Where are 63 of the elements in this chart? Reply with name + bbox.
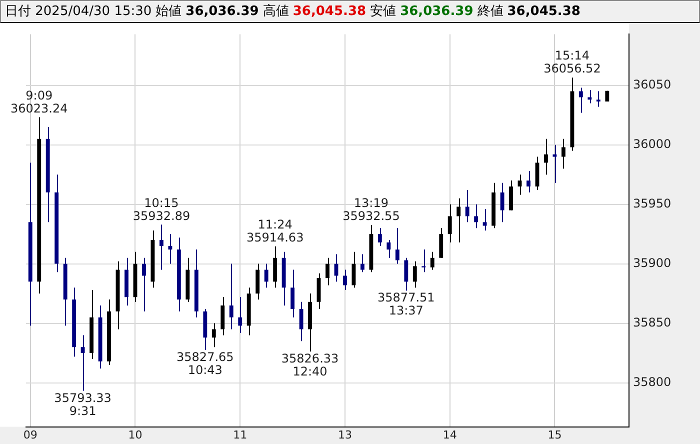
candlestick [561, 138, 566, 170]
candlestick [500, 182, 504, 223]
candlestick [526, 170, 530, 193]
candlestick [509, 180, 513, 211]
candlestick [290, 269, 295, 318]
candlestick [326, 257, 330, 286]
y-tick-label: 36050 [633, 77, 672, 92]
annotation: 35827.65 10:43 [176, 350, 234, 378]
candlestick [465, 190, 470, 223]
candlestick [229, 263, 234, 330]
candlestick [430, 251, 434, 270]
text: 安値 36,036.39 [370, 4, 474, 19]
candlestick [412, 260, 417, 288]
annotation: 9:09 36023.24 [10, 88, 68, 116]
candlestick [456, 198, 461, 243]
candlestick [378, 228, 382, 246]
text: 始値 36,036.39 [156, 4, 259, 19]
x-tick-label: 09 [23, 428, 38, 442]
candlestick [422, 249, 426, 273]
candlestick [273, 246, 278, 288]
candlestick [395, 228, 400, 264]
candlestick [439, 228, 444, 258]
annotation: 13:19 35932.55 [342, 196, 400, 224]
candlestick [535, 156, 540, 191]
text: 終値 36,045.38 [477, 4, 580, 19]
text: 高値 36,045.38 [262, 4, 366, 19]
annotation: 35826.33 12:40 [281, 352, 339, 379]
y-tick-label: 35800 [633, 374, 672, 389]
y-tick-label: 35950 [633, 196, 672, 210]
x-tick-label: 10 [128, 428, 142, 442]
candlestick [343, 269, 347, 290]
x-tick-label: 15 [548, 428, 562, 442]
y-tick-label: 35850 [633, 315, 672, 330]
candlestick [596, 90, 600, 108]
candlestick [360, 254, 364, 273]
candlestick [159, 224, 164, 270]
annotation: 35877.51 13:37 [378, 290, 435, 318]
candlestick [448, 204, 452, 243]
annotation: 15:14 36056.52 [544, 48, 601, 76]
candlestick [316, 272, 321, 310]
candlestick [404, 257, 408, 292]
candlestick [482, 208, 487, 231]
candlestick [212, 322, 216, 348]
x-tick-label: 14 [442, 428, 457, 442]
annotation: 11:24 35914.63 [246, 218, 304, 245]
annotation: 35793.33 9:31 [54, 390, 112, 418]
candlestick [256, 263, 260, 300]
candlestick [578, 87, 583, 114]
candlestick [80, 334, 85, 392]
annotation: 10:15 35932.89 [132, 196, 190, 223]
x-tick-label: 13 [338, 428, 352, 442]
candlestick [474, 204, 478, 229]
y-tick-label: 36000 [633, 136, 672, 151]
candlestick [386, 240, 391, 258]
candlestick [220, 296, 225, 336]
candlestick [544, 138, 548, 176]
x-tick-label: 11 [233, 428, 248, 442]
candlestick [264, 263, 268, 288]
candlestick [142, 257, 146, 312]
candlestick [238, 296, 242, 334]
chart-title: 日付 2025/04/30 15:30 [5, 4, 152, 19]
candlestick [168, 234, 172, 264]
y-tick-label: 35900 [633, 256, 672, 270]
